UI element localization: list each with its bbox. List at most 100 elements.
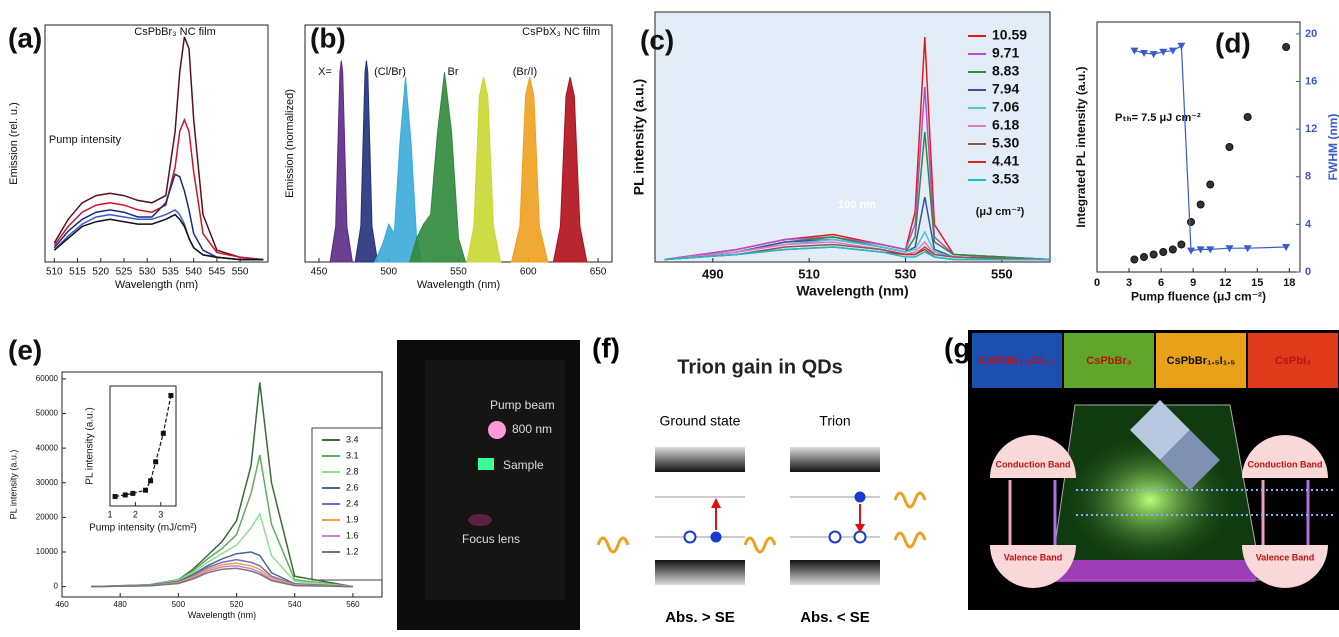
x-tick-label: 480 (114, 600, 128, 609)
x-tick-label: 510 (798, 266, 820, 281)
x-tick-label: 530 (139, 267, 156, 278)
data-point (1130, 47, 1139, 55)
x-tick-label: 12 (1219, 277, 1231, 289)
data-point (160, 430, 166, 436)
band-label: Valence Band (1256, 552, 1315, 562)
data-point (1187, 218, 1196, 226)
data-point (1149, 250, 1158, 259)
y-tick-label: 40000 (36, 443, 59, 452)
plot-frame (44, 24, 269, 263)
x-tick-label: 450 (311, 267, 328, 278)
x-tick-label: 530 (895, 266, 917, 281)
data-point (1149, 51, 1158, 59)
x-axis-label: Pump fluence (μJ cm⁻²) (1131, 289, 1266, 303)
annotation: X= (318, 66, 332, 78)
data-point (1196, 246, 1205, 254)
panel-label: (a) (8, 22, 42, 53)
band-label: Conduction Band (1248, 459, 1323, 469)
y2-tick-label: 0 (1305, 266, 1311, 278)
x-tick-label: 515 (69, 267, 86, 278)
data-point (122, 492, 128, 498)
series-area (354, 60, 379, 263)
data-point (1159, 248, 1168, 256)
data-point (130, 490, 136, 496)
composition-label: CsPbI₃ (1275, 355, 1311, 367)
annotation: Pₜₕ= 7.5 μJ cm⁻² (1115, 112, 1201, 124)
y2-axis-label: FWHM (nm) (1326, 114, 1339, 181)
legend-label: 2.8 (346, 466, 359, 476)
data-point (143, 487, 149, 493)
legend-label: 2.4 (346, 498, 359, 508)
data-point (1168, 245, 1177, 254)
x-tick-label: 9 (1190, 277, 1196, 289)
band-illustration: (g) CsPbBr₁.₅Cl₁.₅ CsPbBr₃ CsPbBr₁.₅I₁.₅… (944, 330, 1339, 610)
series-line (91, 567, 353, 588)
x-tick-label: 525 (116, 267, 133, 278)
annotation: 100 nm (838, 199, 876, 211)
x-tick-label: 510 (46, 267, 63, 278)
data-point (1196, 200, 1205, 209)
series-line (664, 246, 1050, 261)
y2-tick-label: 4 (1305, 218, 1312, 230)
x-axis-label: Pump intensity (mJ/cm²) (89, 523, 197, 534)
x-tick-label: 535 (162, 267, 179, 278)
plot-frame (654, 11, 1051, 263)
data-point (1243, 113, 1252, 121)
data-point (1282, 43, 1291, 51)
y2-tick-label: 12 (1305, 123, 1317, 135)
band-label: Conduction Band (996, 459, 1071, 469)
y2-tick-label: 8 (1305, 171, 1311, 183)
legend-label: 1.6 (346, 530, 359, 540)
legend-label: 1.9 (346, 514, 359, 524)
trion-diagram: (f) Trion gain in QDs Ground state Trion… (592, 332, 927, 626)
legend-label: 8.83 (992, 63, 1019, 79)
data-point (168, 392, 174, 398)
annotation: Br (448, 66, 459, 78)
band-label: Valence Band (1004, 552, 1063, 562)
composition-label: CsPbBr₁.₅I₁.₅ (1167, 355, 1236, 367)
y-tick-label: 20000 (36, 512, 59, 521)
y-axis-label: PL intensity (a.u.) (85, 407, 96, 484)
y-axis-label: Integrated PL intensity (a.u.) (1074, 66, 1088, 227)
panel-label: (b) (310, 22, 346, 53)
x-tick-label: 500 (380, 267, 397, 278)
y-tick-label: 30000 (36, 478, 59, 487)
data-point (1206, 180, 1215, 189)
data-point (1177, 240, 1186, 249)
y2-tick-label: 20 (1305, 28, 1317, 40)
photo-label: Focus lens (462, 532, 520, 546)
data-point (1177, 42, 1186, 50)
x-tick-label: 550 (991, 266, 1013, 281)
legend-label: 5.30 (992, 135, 1019, 151)
y-axis-label: PL intensity (a.u.) (8, 450, 18, 520)
x-tick-label: 1 (107, 509, 112, 519)
series-area (466, 76, 502, 263)
legend-label: 2.6 (346, 482, 359, 492)
x-tick-label: 18 (1283, 277, 1295, 289)
data-point (148, 478, 154, 484)
y-tick-label: 50000 (36, 409, 59, 418)
panel-label: (c) (640, 24, 674, 55)
state-caption: Abs. > SE (665, 609, 735, 626)
state-caption: Abs. < SE (800, 609, 870, 626)
legend-label: 4.41 (992, 153, 1019, 169)
x-tick-label: 500 (172, 600, 186, 609)
x-axis-label: Wavelength (nm) (115, 279, 198, 291)
annotation: (μJ cm⁻²) (976, 206, 1025, 218)
y-axis-label: PL intensity (a.u.) (631, 79, 647, 195)
series-area (552, 76, 588, 263)
x-axis-label: Wavelength (nm) (188, 610, 256, 620)
series-line (664, 86, 1051, 261)
y-axis-label: Emission (rel. u.) (8, 102, 20, 185)
data-point (1159, 48, 1168, 56)
photo-label: Sample (503, 458, 544, 472)
series-area (409, 72, 467, 263)
x-tick-label: 540 (288, 600, 302, 609)
x-tick-label: 600 (520, 267, 537, 278)
series-line (53, 36, 264, 261)
x-tick-label: 0 (1094, 277, 1100, 289)
data-point (1187, 247, 1196, 255)
x-tick-label: 15 (1251, 277, 1263, 289)
data-point (1206, 246, 1215, 254)
composition-label: CsPbBr₁.₅Cl₁.₅ (979, 355, 1056, 367)
